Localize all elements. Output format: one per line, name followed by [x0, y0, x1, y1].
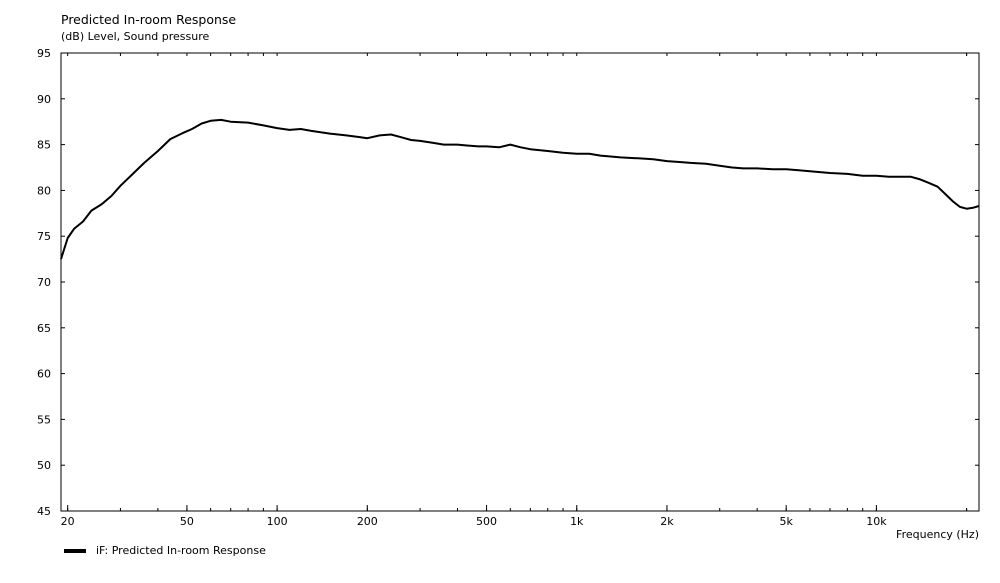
legend: iF: Predicted In-room Response	[64, 544, 266, 557]
x-tick-label: 500	[476, 515, 497, 528]
chart-title: Predicted In-room Response	[61, 12, 237, 27]
y-tick-label: 90	[37, 93, 51, 106]
x-tick-label: 200	[357, 515, 378, 528]
y-tick-label: 60	[37, 368, 51, 381]
y-tick-label: 45	[37, 505, 51, 518]
x-tick-label: 20	[61, 515, 75, 528]
y-tick-label: 85	[37, 139, 51, 152]
series-line	[60, 118, 980, 260]
y-tick-label: 65	[37, 322, 51, 335]
y-tick-label: 75	[37, 230, 51, 243]
x-tick-label: 50	[180, 515, 194, 528]
y-tick-label: 95	[37, 47, 51, 60]
x-tick-label: 5k	[780, 515, 794, 528]
y-tick-label: 80	[37, 184, 51, 197]
x-tick-label: 100	[267, 515, 288, 528]
y-tick-label: 70	[37, 276, 51, 289]
x-axis-label: Frequency (Hz)	[896, 528, 979, 541]
y-tick-label: 55	[37, 413, 51, 426]
plot-frame	[60, 52, 980, 512]
x-tick-label: 10k	[866, 515, 887, 528]
y-tick-label: 50	[37, 459, 51, 472]
y-axis-label: (dB) Level, Sound pressure	[61, 30, 210, 43]
x-tick-label: 1k	[570, 515, 584, 528]
x-tick-label: 2k	[660, 515, 674, 528]
legend-swatch	[64, 548, 86, 553]
legend-label: iF: Predicted In-room Response	[96, 544, 266, 557]
